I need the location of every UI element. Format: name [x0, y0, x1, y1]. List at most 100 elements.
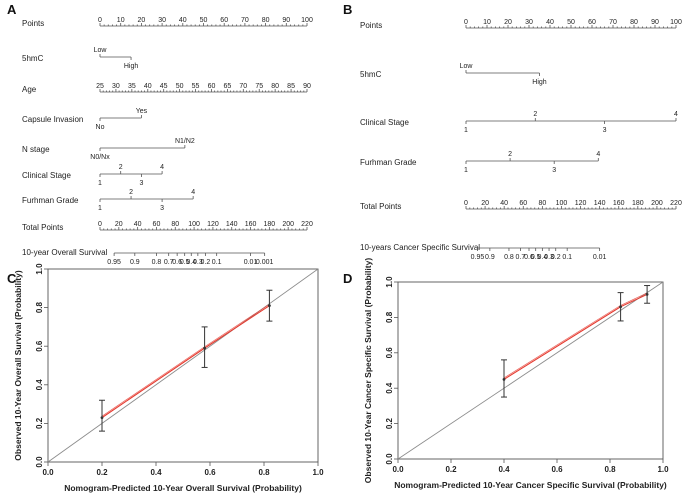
calibration-point: [268, 304, 271, 308]
tick-label: 70: [609, 19, 617, 26]
tick-label: 60: [588, 19, 596, 26]
tick-label: 50: [200, 17, 208, 24]
row-label: Clinical Stage: [22, 171, 71, 180]
probability-label: 0.7: [516, 254, 526, 261]
tick-label: 90: [303, 83, 311, 90]
row-label: Clinical Stage: [360, 118, 409, 127]
probability-label: 0.2: [551, 254, 561, 261]
category-label: 2: [508, 151, 512, 158]
category-label: 4: [674, 111, 678, 118]
tick-label: 50: [176, 83, 184, 90]
probability-label: 0.9: [485, 254, 495, 261]
tick-label: 220: [670, 200, 682, 207]
tick-label: 80: [538, 200, 546, 207]
tick-label: 55: [192, 83, 200, 90]
plot-frame: [47, 268, 319, 463]
category-label: 4: [191, 189, 195, 196]
probability-label: 0.5: [180, 259, 190, 266]
ideal-diagonal-line: [397, 281, 664, 460]
tick-label: 0: [98, 221, 102, 228]
tick-label: 30: [112, 83, 120, 90]
tick-label: 180: [632, 200, 644, 207]
tick-label: 20: [504, 19, 512, 26]
tick-label: 40: [134, 221, 142, 228]
tick-label: 65: [223, 83, 231, 90]
row-label: N stage: [22, 145, 50, 154]
probability-label: 0.95: [471, 254, 485, 261]
x-tick-label: 0.6: [551, 465, 563, 474]
tick-label: 100: [188, 221, 200, 228]
calibration-point: [502, 377, 506, 381]
tick-label: 10: [117, 17, 125, 24]
tick-label: 80: [271, 83, 279, 90]
x-tick-label: 0.0: [42, 468, 54, 477]
category-label: N0/Nx: [90, 154, 110, 161]
x-tick-label: 0.0: [392, 465, 404, 474]
calibration-fit-line-secondary: [503, 292, 648, 379]
probability-label: 0.4: [186, 259, 196, 266]
probability-label: 0.3: [193, 259, 203, 266]
row-label: Furhman Grade: [360, 158, 417, 167]
category-label: Low: [94, 47, 108, 54]
x-tick-label: 0.2: [96, 468, 108, 477]
category-label: No: [96, 124, 105, 131]
panel-label: B: [343, 2, 352, 17]
y-tick-label: 0.6: [35, 340, 44, 352]
category-label: High: [124, 63, 139, 70]
tick-label: 10: [483, 19, 491, 26]
probability-label: 0.1: [212, 259, 222, 266]
tick-label: 120: [575, 200, 587, 207]
category-label: 3: [139, 180, 143, 187]
category-label: 1: [98, 180, 102, 187]
category-label: Low: [460, 63, 474, 70]
probability-label: 0.8: [152, 259, 162, 266]
probability-label: 0.8: [504, 254, 514, 261]
probability-label: 0.4: [537, 254, 547, 261]
x-tick-label: 0.6: [204, 468, 216, 477]
row-label: 10-year Overall Survival: [22, 248, 108, 257]
tick-label: 60: [220, 17, 228, 24]
tick-label: 45: [160, 83, 168, 90]
plot-frame: [397, 281, 664, 460]
probability-label: 0.01: [244, 259, 258, 266]
tick-label: 80: [630, 19, 638, 26]
calibration-point: [645, 292, 649, 296]
x-axis-title: Nomogram-Predicted 10-Year Overall Survi…: [64, 483, 302, 493]
row-label: Total Points: [22, 223, 63, 232]
category-label: 2: [533, 111, 537, 118]
tick-label: 60: [208, 83, 216, 90]
tick-label: 200: [282, 221, 294, 228]
y-axis-title: Observed 10-Year Cancer Specific Surviva…: [363, 258, 373, 484]
tick-label: 60: [153, 221, 161, 228]
tick-label: 85: [287, 83, 295, 90]
tick-label: 160: [245, 221, 257, 228]
tick-label: 40: [546, 19, 554, 26]
tick-label: 80: [171, 221, 179, 228]
tick-label: 30: [158, 17, 166, 24]
tick-label: 0: [98, 17, 102, 24]
tick-label: 100: [556, 200, 568, 207]
probability-label: 0.9: [130, 259, 140, 266]
y-axis-title: Observed 10-Year Overall Survival (Proba…: [13, 270, 23, 461]
tick-label: 200: [651, 200, 663, 207]
row-label: 5hmC: [22, 54, 44, 63]
category-label: 1: [464, 167, 468, 174]
calibration-point: [203, 346, 207, 350]
y-tick-label: 0.2: [35, 417, 44, 429]
category-label: High: [532, 79, 547, 86]
x-axis-title: Nomogram-Predicted 10-Year Cancer Specif…: [394, 480, 667, 490]
probability-label: 0.6: [524, 254, 534, 261]
y-tick-label: 0.0: [385, 453, 394, 465]
calibration-point: [100, 416, 104, 420]
y-tick-label: 0.4: [385, 382, 394, 394]
tick-label: 90: [651, 19, 659, 26]
tick-label: 0: [464, 200, 468, 207]
category-label: 1: [464, 127, 468, 134]
panel-label: C: [7, 271, 17, 286]
row-label: Capsule Invasion: [22, 115, 83, 124]
x-tick-label: 0.8: [604, 465, 616, 474]
tick-label: 60: [519, 200, 527, 207]
tick-label: 50: [567, 19, 575, 26]
x-tick-label: 0.4: [150, 468, 162, 477]
x-tick-label: 0.8: [258, 468, 270, 477]
